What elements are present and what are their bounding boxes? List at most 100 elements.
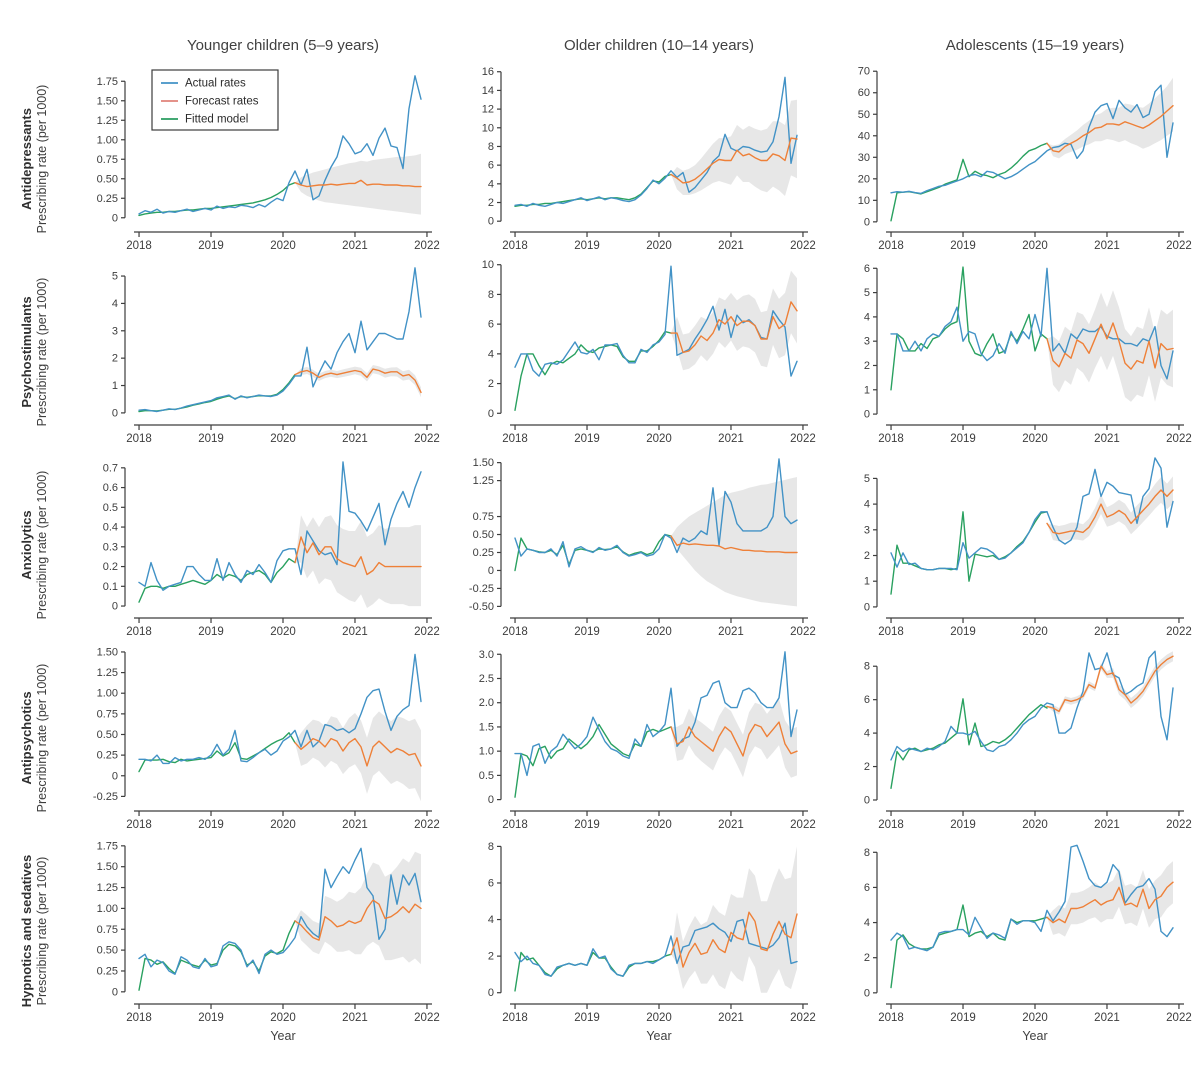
y-tick-label: 0 [864,216,870,228]
chart-canvas: 0 0.25 0.50 0.75 1.00 1.25 1.50 1.75 2018 2019 202… [97,69,440,252]
x-tick-label: 2021 [1094,819,1120,831]
y-tick-label: 1.25 [97,667,118,679]
x-tick-label: 2022 [790,819,816,831]
x-axis-title: Year [646,1029,672,1043]
y-tick-label: 0.25 [473,547,494,559]
y-tick-label: 2 [488,378,494,390]
y-tick-label: 50 [858,109,870,121]
fitted-model-line [138,181,296,217]
y-tick-label: 16 [482,66,494,78]
chart-canvas: 0 1 2 3 4 5 6 2018 2019 2020 2021 2022 [864,263,1192,445]
x-tick-label: 2021 [342,626,368,638]
legend-label: Forecast rates [185,96,259,108]
x-tick-label: 2018 [502,433,528,445]
x-tick-label: 2022 [1166,1012,1192,1024]
x-tick-label: 2018 [126,819,152,831]
chart-antidepressants-15-19: 0 10 20 30 40 50 60 70 2018 2019 2020 2021 2022 [822,62,1198,255]
fitted-model-line [138,732,296,773]
forecast-rates-line [294,536,422,576]
actual-rates-line [138,653,422,765]
y-tick-label: 2.0 [479,697,494,709]
y-tick-label: 4 [864,917,870,929]
confidence-band [671,846,797,993]
fitted-model-line [138,920,296,991]
y-tick-label: 2.5 [479,673,494,685]
x-tick-label: 2022 [1166,626,1192,638]
confidence-band [295,711,421,802]
x-tick-label: 2020 [1022,819,1048,831]
confidence-band [1047,651,1173,715]
y-tick-label: 1.50 [473,457,494,469]
x-tick-label: 2020 [646,1012,672,1024]
row-label-antidepressants: Antidepressants Prescribing rate (per 10… [0,62,70,255]
forecast-rates-line [1046,322,1174,370]
x-tick-label: 2018 [878,819,904,831]
x-tick-label: 2020 [646,240,672,252]
actual-rates-line [514,458,798,568]
drug-class-label: Hypnotics and sedatives [19,854,35,1007]
chart-canvas: 0 2 4 6 8 2018 2019 2020 2021 2022 [864,844,1192,1024]
x-tick-label: 2018 [126,240,152,252]
x-tick-label: 2021 [1094,240,1120,252]
row-label-psychostimulants: Psychostimulants Prescribing rate (per 1… [0,255,70,448]
actual-rates-line [514,265,798,377]
actual-rates-line [890,267,1174,380]
x-tick-label: 2022 [1166,819,1192,831]
chart-antipsychotics-5-9: -0.25 0 0.25 0.50 0.75 1.00 1.25 1.50 2018 2019 20… [70,641,446,834]
x-tick-label: 2022 [414,626,440,638]
x-tick-label: 2021 [1094,1012,1120,1024]
y-tick-label: 3 [864,524,870,536]
y-tick-label: 70 [858,66,870,78]
y-tick-label: 1.50 [97,95,118,107]
fitted-model-line [890,142,1048,222]
y-tick-label: 6 [864,882,870,894]
actual-rates-line [514,918,798,977]
x-tick-label: 2018 [878,1012,904,1024]
forecast-rates-line [1046,881,1174,924]
chart-canvas: 0 0.25 0.50 0.75 1.00 1.25 1.50 1.75 2018 2019 202… [97,840,440,1024]
y-tick-label: 3 [864,336,870,348]
chart-psychostimulants-5-9: 0 1 2 3 4 5 2018 2019 2020 2021 2022 [70,255,446,448]
y-tick-label: 0 [488,565,494,577]
x-tick-label: 2022 [790,626,816,638]
chart-canvas: 0 2 4 6 8 10 2018 2019 2020 2021 2022 [482,259,816,445]
x-tick-label: 2020 [1022,626,1048,638]
chart-canvas: 0 2 4 6 8 2018 2019 2020 2021 2022 [488,841,816,1024]
x-tick-label: 2020 [646,819,672,831]
row-label-antipsychotics: Antipsychotics Prescribing rate (per 100… [0,641,70,834]
y-tick-label: 8 [488,289,494,301]
x-tick-label: 2018 [878,626,904,638]
x-tick-label: 2019 [950,1012,976,1024]
y-tick-label: 5 [864,473,870,485]
chart-canvas: 0 2 4 6 8 10 12 14 16 2018 2019 2020 2021 2022 [482,66,816,252]
chart-hypnotics-5-9: 0 0.25 0.50 0.75 1.00 1.25 1.50 1.75 2018 2019 202… [70,834,446,1027]
y-tick-label: 6 [864,263,870,275]
drug-class-label: Antidepressants [19,107,35,210]
x-tick-label: 2019 [574,1012,600,1024]
x-tick-label: 2020 [646,433,672,445]
x-tick-label: 2019 [950,240,976,252]
y-tick-label: 0.75 [97,708,118,720]
fitted-model-line [514,173,672,208]
x-tick-label: 2018 [502,1012,528,1024]
y-tick-label: 4 [864,499,870,511]
chart-anxiolytics-5-9: 0 0.1 0.2 0.3 0.4 0.5 0.6 0.7 2018 2019 2020 2021 20… [70,448,446,641]
chart-antidepressants-10-14: 0 2 4 6 8 10 12 14 16 2018 2019 2020 2021 2022 [446,62,822,255]
x-tick-label: 2022 [790,1012,816,1024]
y-tick-label: 0 [488,408,494,420]
y-tick-label: 2 [112,353,118,365]
forecast-rates-line [294,737,422,767]
y-tick-label: 0.50 [97,945,118,957]
chart-canvas: 0 2 4 6 8 2018 2019 2020 2021 2022 [864,650,1192,831]
y-tick-label: 0 [488,987,494,999]
actual-rates-line [890,457,1174,571]
fitted-model-line [514,723,672,798]
x-tick-label: 2019 [950,433,976,445]
y-tick-label: 0.75 [97,924,118,936]
chart-canvas: -0.25 0 0.25 0.50 0.75 1.00 1.25 1.50 2018 2019 20… [93,646,440,831]
confidence-band [295,851,421,965]
x-tick-label: 2021 [342,1012,368,1024]
x-tick-label: 2019 [198,240,224,252]
forecast-rates-line [294,179,422,188]
y-tick-label: 0.5 [103,502,118,514]
